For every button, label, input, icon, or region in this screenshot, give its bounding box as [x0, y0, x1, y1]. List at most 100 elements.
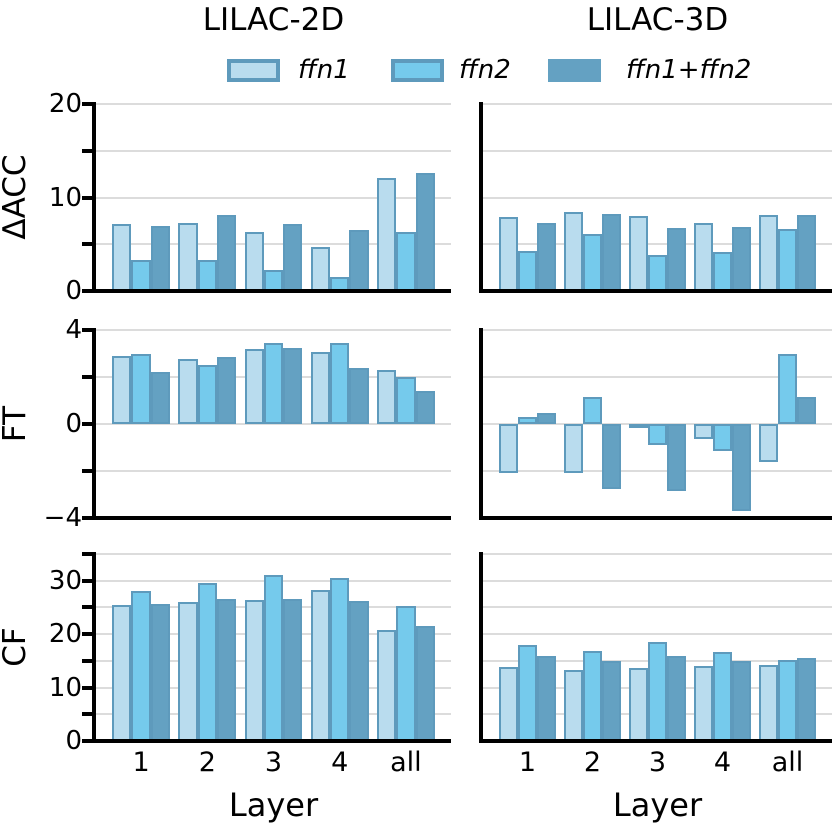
y-tick-5: [82, 242, 92, 247]
y-tick-label-0: 0: [65, 409, 82, 439]
x-tick-label-1: 1: [132, 747, 150, 778]
gridline-y20: [96, 103, 451, 105]
bar-ffn1-CF-3: [628, 668, 648, 741]
gridline-y4: [96, 329, 451, 331]
gridline-y15: [483, 149, 832, 152]
y-axis-spine: [479, 328, 483, 520]
bar-ffn2-ΔACC-2: [582, 233, 603, 291]
x-tick-label-3: 3: [264, 747, 283, 778]
bar-ffn2-CF-2: [582, 651, 603, 741]
bar-ffn1-CF-all: [376, 629, 397, 741]
bar-ffn2-CF-1: [131, 590, 151, 741]
bar-ffn1+ffn2-ΔACC-all: [797, 215, 817, 291]
bar-ffn1+ffn2-FT-2: [216, 357, 237, 424]
chart-title-lilac-3d: LILAC-3D: [586, 2, 729, 38]
bar-ffn1+ffn2-FT-all: [415, 391, 435, 424]
bar-ffn1+ffn2-CF-all: [415, 626, 435, 741]
bar-ffn2-CF-all: [777, 659, 798, 741]
bar-ffn2-CF-1: [517, 644, 538, 741]
y-tick-label-10: 10: [48, 182, 82, 213]
bar-ffn1+ffn2-CF-2: [216, 599, 237, 741]
gridline-y-2: [483, 470, 832, 472]
x-axis-label-left: Layer: [228, 786, 319, 824]
x-tick-label-2: 2: [198, 747, 216, 778]
x-tick-label-4: 4: [713, 747, 732, 778]
y-tick-10: [82, 195, 92, 200]
bar-ffn1-FT-all: [758, 424, 778, 462]
bar-ffn2-FT-4: [330, 342, 350, 424]
bar-ffn2-CF-all: [396, 605, 416, 741]
y-tick-15: [82, 658, 92, 663]
bar-ffn2-ΔACC-3: [263, 270, 284, 291]
y-axis-spine: [479, 102, 483, 293]
legend-label-ffn1: ffn1: [298, 55, 350, 85]
y-tick-label-−4: −4: [43, 503, 82, 533]
x-axis-spine: [479, 739, 832, 743]
x-tick-label-all: all: [771, 747, 804, 778]
y-tick-4: [82, 328, 92, 332]
bar-ffn1+ffn2-CF-3: [667, 655, 687, 741]
gridline-y10: [483, 196, 832, 199]
bar-ffn1-CF-4: [693, 665, 713, 741]
bar-ffn1-CF-3: [244, 600, 264, 741]
legend-swatch-ffn2: [391, 59, 444, 82]
gridline-y20: [483, 103, 832, 105]
x-axis-label-right: Layer: [612, 786, 703, 824]
legend-label-ffn1-ffn2: ffn1+ffn2: [626, 55, 752, 85]
bar-ffn1-FT-2: [563, 424, 583, 474]
bar-ffn1+ffn2-CF-all: [797, 658, 817, 741]
x-axis-spine: [92, 739, 451, 743]
bar-ffn1-CF-2: [563, 670, 583, 741]
bar-ffn1+ffn2-FT-2: [602, 424, 622, 489]
gridline-y0: [96, 423, 451, 425]
bar-ffn1+ffn2-ΔACC-1: [150, 225, 171, 291]
bar-ffn2-FT-all: [396, 377, 416, 424]
bar-ffn2-FT-all: [777, 353, 798, 424]
y-tick--4: [82, 516, 92, 520]
x-tick-label-all: all: [390, 747, 422, 778]
bar-ffn1-FT-3: [244, 348, 264, 424]
bar-ffn1-ΔACC-1: [112, 223, 132, 291]
bar-ffn1-FT-1: [498, 424, 518, 474]
bar-ffn2-CF-4: [330, 578, 350, 741]
gridline-y35: [483, 553, 832, 555]
bar-ffn2-CF-2: [197, 583, 217, 741]
bar-ffn1-ΔACC-all: [376, 177, 397, 291]
gridline-y-2: [96, 470, 451, 472]
gridline-y2: [483, 376, 832, 378]
bar-ffn2-FT-4: [712, 424, 733, 452]
bar-ffn1-CF-4: [310, 589, 331, 741]
bar-ffn2-FT-2: [197, 365, 217, 424]
gridline-y5: [483, 243, 832, 246]
gridline-y15: [96, 149, 451, 152]
x-axis-spine: [479, 516, 832, 520]
y-tick-20: [82, 102, 92, 106]
y-tick-label-0: 0: [65, 276, 82, 306]
bar-ffn1+ffn2-ΔACC-4: [349, 230, 369, 291]
gridline-y10: [96, 196, 451, 199]
y-tick-label-30: 30: [48, 565, 82, 596]
x-tick-label-3: 3: [648, 747, 667, 778]
bar-ffn1-CF-1: [498, 666, 518, 741]
bar-ffn1+ffn2-ΔACC-1: [537, 222, 557, 291]
bar-ffn1+ffn2-CF-4: [732, 660, 752, 741]
bar-ffn2-ΔACC-3: [647, 255, 668, 291]
y-axis-spine: [92, 552, 96, 743]
x-axis-spine: [92, 289, 451, 293]
bar-ffn2-ΔACC-all: [396, 232, 416, 291]
y-axis-spine: [479, 552, 483, 743]
bar-ffn2-ΔACC-1: [131, 260, 151, 291]
bar-ffn1+ffn2-ΔACC-3: [283, 223, 303, 291]
bar-ffn1+ffn2-ΔACC-3: [667, 228, 687, 291]
y-tick-0: [82, 739, 92, 743]
bar-ffn1+ffn2-ΔACC-all: [415, 173, 435, 291]
bar-ffn1+ffn2-CF-1: [150, 603, 171, 741]
bar-ffn2-ΔACC-4: [712, 251, 733, 291]
bar-ffn1-FT-4: [310, 352, 331, 424]
bar-ffn1-FT-3: [628, 424, 648, 428]
y-axis-spine: [92, 328, 96, 520]
bar-ffn2-FT-1: [131, 353, 151, 424]
bar-ffn2-ΔACC-2: [197, 260, 217, 291]
bar-ffn1-ΔACC-2: [178, 222, 198, 291]
bar-ffn2-FT-3: [647, 424, 668, 446]
